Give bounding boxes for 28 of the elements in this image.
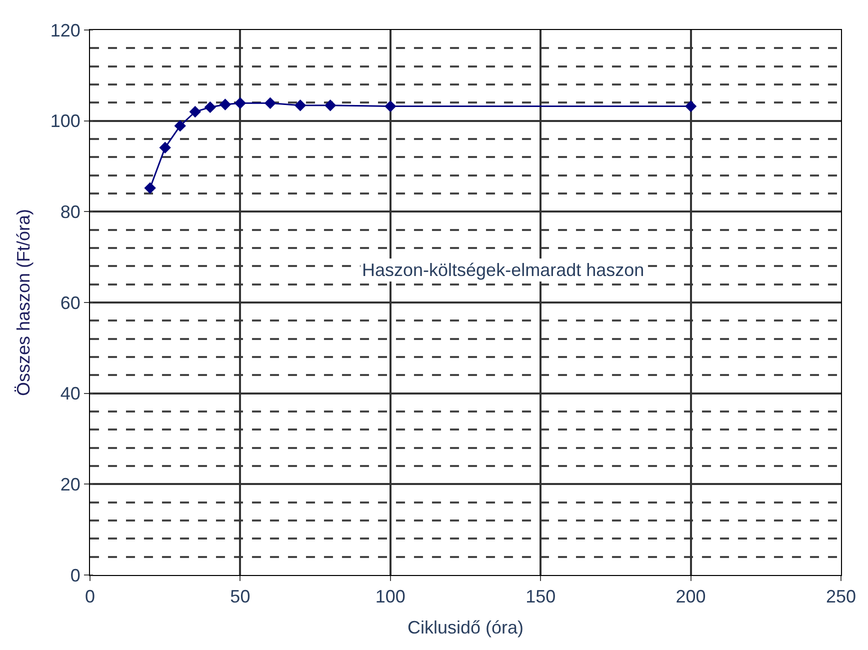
x-tick-label: 0: [84, 586, 96, 607]
y-tick-label: 120: [50, 20, 80, 40]
point: [324, 100, 336, 112]
point: [384, 100, 396, 112]
y-axis-title: Összes haszon (Ft/óra): [14, 208, 34, 396]
annotation: Haszon-költségek-elmaradt haszon: [362, 260, 644, 280]
point: [219, 98, 232, 110]
point: [294, 100, 306, 112]
point: [174, 120, 186, 132]
y-tick-label: 0: [70, 565, 80, 586]
y-tick-label: 20: [60, 474, 80, 494]
y-tick-label: 80: [60, 202, 80, 222]
point: [189, 106, 201, 118]
point: [684, 100, 697, 112]
x-tick-label: 100: [375, 586, 406, 607]
point: [234, 97, 246, 109]
x-tick-label: 150: [526, 586, 556, 607]
y-tick-label: 60: [60, 292, 80, 313]
x-tick-label: 200: [676, 586, 706, 607]
x-tick-label: 250: [826, 586, 856, 607]
point: [159, 142, 171, 154]
x-axis-title: Ciklusidő (óra): [407, 618, 524, 638]
x-tick-label: 50: [230, 586, 250, 607]
point: [204, 101, 216, 114]
point: [264, 97, 276, 109]
y-tick-label: 40: [60, 384, 80, 404]
point: [144, 182, 156, 194]
y-tick-label: 100: [50, 111, 80, 132]
